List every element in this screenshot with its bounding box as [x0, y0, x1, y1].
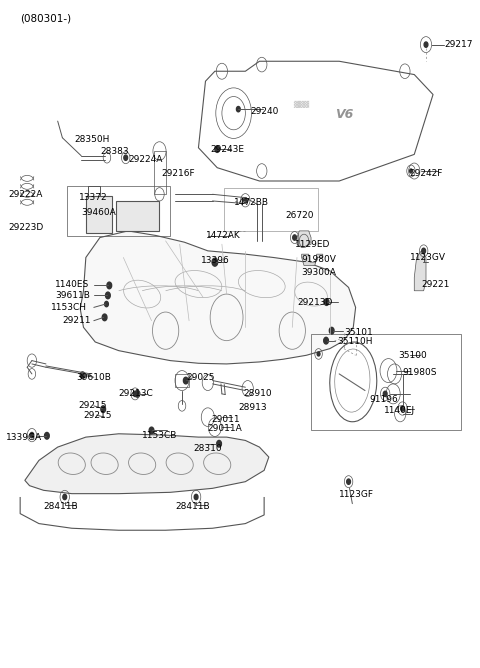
- Circle shape: [384, 391, 387, 397]
- Circle shape: [424, 42, 428, 47]
- Text: 1140EJ: 1140EJ: [384, 406, 415, 415]
- Circle shape: [347, 479, 350, 484]
- Text: 39460A: 39460A: [81, 208, 116, 217]
- Text: 29221: 29221: [421, 280, 450, 289]
- Text: 1472AK: 1472AK: [205, 231, 240, 240]
- Circle shape: [237, 106, 240, 112]
- Circle shape: [149, 427, 154, 434]
- Circle shape: [401, 406, 405, 411]
- Text: 29213C: 29213C: [119, 389, 154, 398]
- Circle shape: [324, 337, 328, 344]
- Text: 29011A: 29011A: [207, 424, 241, 433]
- Text: 29240: 29240: [250, 107, 278, 116]
- Bar: [86, 196, 112, 233]
- Circle shape: [106, 292, 110, 299]
- Circle shape: [133, 391, 137, 397]
- Text: 13372: 13372: [79, 193, 108, 202]
- Text: 29217: 29217: [445, 40, 473, 49]
- Text: 28411B: 28411B: [175, 502, 210, 512]
- Text: 1339GA: 1339GA: [6, 433, 42, 442]
- Text: 29223D: 29223D: [9, 223, 44, 232]
- Circle shape: [324, 299, 329, 305]
- Text: 39611B: 39611B: [55, 291, 90, 300]
- Text: ▓▓▓: ▓▓▓: [294, 101, 310, 108]
- Circle shape: [101, 406, 106, 413]
- Text: 39610B: 39610B: [76, 373, 111, 381]
- Text: 29215: 29215: [79, 401, 108, 410]
- Bar: [224, 188, 318, 231]
- Text: (080301-): (080301-): [20, 13, 72, 23]
- Text: 29243E: 29243E: [210, 144, 244, 154]
- Circle shape: [317, 352, 320, 356]
- Text: 29011: 29011: [212, 415, 240, 424]
- Text: 35100: 35100: [398, 351, 427, 360]
- Circle shape: [135, 391, 140, 397]
- Circle shape: [107, 282, 112, 289]
- Text: 28310: 28310: [194, 444, 222, 453]
- Bar: [116, 201, 158, 231]
- Circle shape: [63, 494, 67, 500]
- Polygon shape: [80, 231, 356, 364]
- Circle shape: [183, 377, 188, 384]
- Circle shape: [124, 155, 128, 160]
- Text: V6: V6: [335, 108, 353, 121]
- Text: 26720: 26720: [285, 211, 314, 220]
- Text: 1472BB: 1472BB: [234, 198, 269, 207]
- Text: 28913: 28913: [239, 403, 267, 411]
- Polygon shape: [297, 231, 311, 248]
- Text: 29216F: 29216F: [161, 168, 194, 178]
- Text: 29215: 29215: [84, 411, 112, 420]
- Circle shape: [409, 169, 412, 173]
- Text: 29222A: 29222A: [9, 190, 43, 199]
- Circle shape: [102, 314, 107, 321]
- Text: 1140ES: 1140ES: [55, 280, 90, 289]
- Text: 28910: 28910: [243, 389, 272, 398]
- Bar: [154, 151, 166, 194]
- Text: 1153CB: 1153CB: [142, 431, 178, 440]
- Circle shape: [105, 301, 108, 307]
- Circle shape: [293, 235, 297, 240]
- Text: 28411B: 28411B: [44, 502, 78, 512]
- Circle shape: [194, 494, 198, 500]
- Text: 29213D: 29213D: [297, 297, 332, 307]
- Circle shape: [422, 248, 426, 254]
- Text: 28350H: 28350H: [74, 135, 109, 144]
- Text: 1153CH: 1153CH: [51, 303, 87, 312]
- Polygon shape: [25, 434, 269, 494]
- Text: 35101: 35101: [344, 328, 372, 337]
- Circle shape: [329, 327, 334, 334]
- Text: 29211: 29211: [62, 316, 91, 325]
- Text: 1123GF: 1123GF: [339, 490, 374, 500]
- Text: 28383: 28383: [100, 146, 129, 156]
- Polygon shape: [414, 251, 426, 291]
- Text: 91196: 91196: [370, 395, 398, 403]
- Circle shape: [243, 198, 247, 203]
- Text: 91980V: 91980V: [301, 255, 336, 264]
- Bar: [311, 334, 461, 430]
- Text: 29025: 29025: [187, 373, 215, 381]
- Text: 29242F: 29242F: [409, 168, 443, 178]
- Circle shape: [80, 372, 85, 379]
- Text: 29224A: 29224A: [128, 155, 162, 164]
- Text: 39300A: 39300A: [301, 269, 336, 277]
- Polygon shape: [301, 254, 323, 265]
- Text: 1129ED: 1129ED: [295, 240, 330, 248]
- Circle shape: [45, 432, 49, 439]
- Bar: [175, 374, 189, 387]
- Text: 35110H: 35110H: [337, 337, 372, 347]
- Circle shape: [30, 432, 34, 438]
- Text: 91980S: 91980S: [403, 368, 437, 377]
- Text: 1123GV: 1123GV: [409, 253, 445, 262]
- Text: 13396: 13396: [201, 257, 229, 265]
- Circle shape: [212, 258, 218, 266]
- Circle shape: [215, 146, 219, 152]
- Circle shape: [217, 440, 221, 447]
- Bar: [67, 186, 170, 236]
